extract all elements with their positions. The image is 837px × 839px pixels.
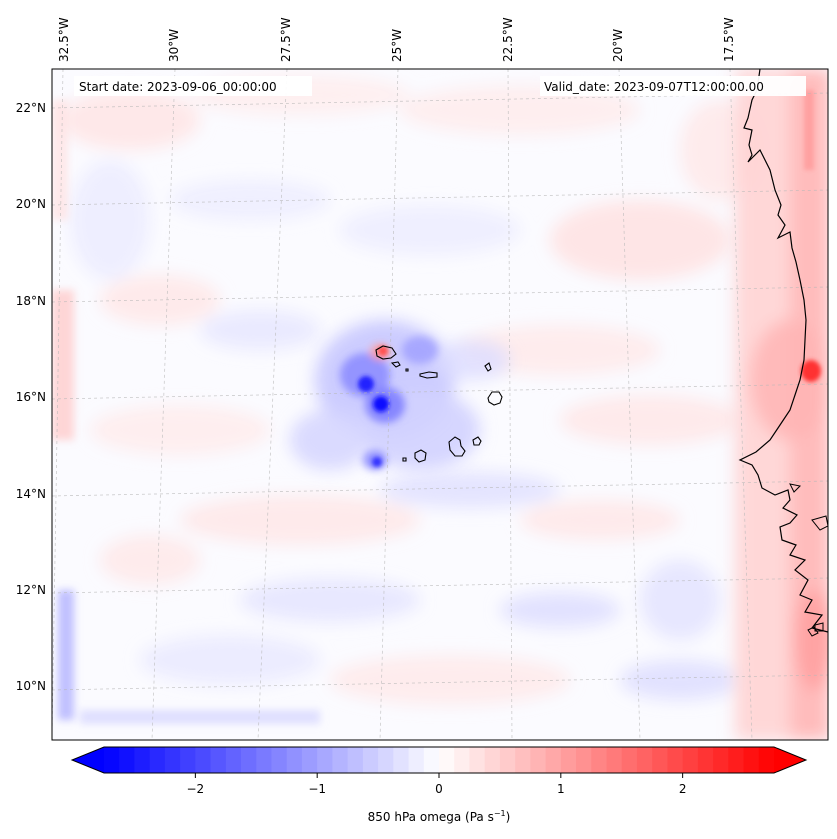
colorbar-segment [317, 747, 334, 773]
colorbar-segment [697, 747, 714, 773]
colorbar-tick-label: 0 [435, 782, 443, 796]
colorbar-tick-label: 1 [557, 782, 565, 796]
lon-label-20w: 20°W [611, 29, 625, 62]
colorbar-segment [728, 747, 745, 773]
colorbar-outline [70, 746, 808, 774]
lon-label-27-5w: 27.5°W [279, 17, 293, 62]
colorbar-segment [271, 747, 288, 773]
colorbar-segment [180, 747, 196, 773]
colorbar-segment [454, 747, 471, 773]
lat-label-22n: 22°N [16, 101, 46, 115]
colorbar-segment [515, 747, 531, 773]
colorbar-segment [423, 747, 440, 773]
lon-label-22-5w: 22.5°W [501, 17, 515, 62]
colorbar-segment [469, 747, 486, 773]
colorbar-min-extension [72, 747, 104, 773]
colorbar-segment [149, 747, 166, 773]
colorbar: −2 −1 0 1 2 850 hPa omega (Pa s−1) [70, 746, 808, 824]
colorbar-segment [378, 747, 394, 773]
colorbar-segment [682, 747, 699, 773]
colorbar-segment [484, 747, 501, 773]
colorbar-segment [256, 747, 273, 773]
colorbar-segment [560, 747, 577, 773]
colorbar-segment [713, 747, 729, 773]
colorbar-label-exponent: −1 [494, 809, 506, 818]
colorbar-segment [301, 747, 318, 773]
colorbar-segment [286, 747, 303, 773]
colorbar-segment [499, 747, 516, 773]
lat-label-14n: 14°N [16, 487, 46, 501]
colorbar-segment [667, 747, 684, 773]
lat-label-10n: 10°N [16, 679, 46, 693]
lat-label-12n: 12°N [16, 583, 46, 597]
colorbar-tick-label: 2 [679, 782, 687, 796]
lon-label-30w: 30°W [167, 29, 181, 62]
valid-date-box [540, 76, 806, 96]
colorbar-segment [636, 747, 653, 773]
colorbar-segment [591, 747, 608, 773]
colorbar-segment [225, 747, 242, 773]
colorbar-segment [576, 747, 592, 773]
colorbar-segments [104, 747, 775, 773]
lon-label-17-5w: 17.5°W [722, 17, 736, 62]
colorbar-segment [439, 747, 455, 773]
colorbar-segment [347, 747, 364, 773]
start-date-box [74, 76, 312, 96]
colorbar-segment [545, 747, 562, 773]
colorbar-segment [606, 747, 623, 773]
lon-label-25w: 25°W [390, 29, 404, 62]
lat-label-18n: 18°N [16, 294, 46, 308]
lon-label-32-5w: 32.5°W [57, 17, 71, 62]
colorbar-segment [758, 747, 775, 773]
colorbar-segment [104, 747, 120, 773]
colorbar-segment [195, 747, 212, 773]
colorbar-tick-label: −2 [187, 782, 205, 796]
colorbar-segment [362, 747, 379, 773]
colorbar-tick-label: −1 [308, 782, 326, 796]
latitude-labels: 22°N 20°N 18°N 16°N 14°N 12°N 10°N [16, 101, 46, 693]
map-frame [51, 68, 829, 741]
colorbar-segment [393, 747, 410, 773]
colorbar-segment [621, 747, 638, 773]
colorbar-label-main: 850 hPa omega (Pa s [368, 810, 494, 824]
map-panel: Start date: 2023-09-06_00:00:00 Valid_da… [51, 68, 829, 741]
colorbar-segment [164, 747, 181, 773]
colorbar-segment [241, 747, 257, 773]
gridlines [52, 69, 828, 740]
lat-label-16n: 16°N [16, 390, 46, 404]
longitude-labels: 32.5°W 30°W 27.5°W 25°W 22.5°W 20°W 17.5… [57, 17, 736, 62]
coastal-islands [789, 483, 828, 637]
colorbar-segment [332, 747, 349, 773]
colorbar-segment [210, 747, 227, 773]
colorbar-label-close: ) [506, 810, 511, 824]
valid-date-label: Valid_date: 2023-09-07T12:00:00.00 [544, 80, 764, 94]
cape-verde-islands [375, 345, 503, 463]
colorbar-ticks: −2 −1 0 1 2 [187, 773, 687, 796]
colorbar-max-extension [774, 747, 806, 773]
colorbar-segment [134, 747, 151, 773]
start-date-label: Start date: 2023-09-06_00:00:00 [79, 80, 277, 94]
colorbar-segment [743, 747, 760, 773]
colorbar-segment [408, 747, 425, 773]
colorbar-label: 850 hPa omega (Pa s−1) [368, 809, 511, 824]
lat-label-20n: 20°N [16, 197, 46, 211]
colorbar-segment [119, 747, 136, 773]
africa-coastline [738, 69, 828, 633]
colorbar-segment [652, 747, 669, 773]
colorbar-segment [530, 747, 547, 773]
